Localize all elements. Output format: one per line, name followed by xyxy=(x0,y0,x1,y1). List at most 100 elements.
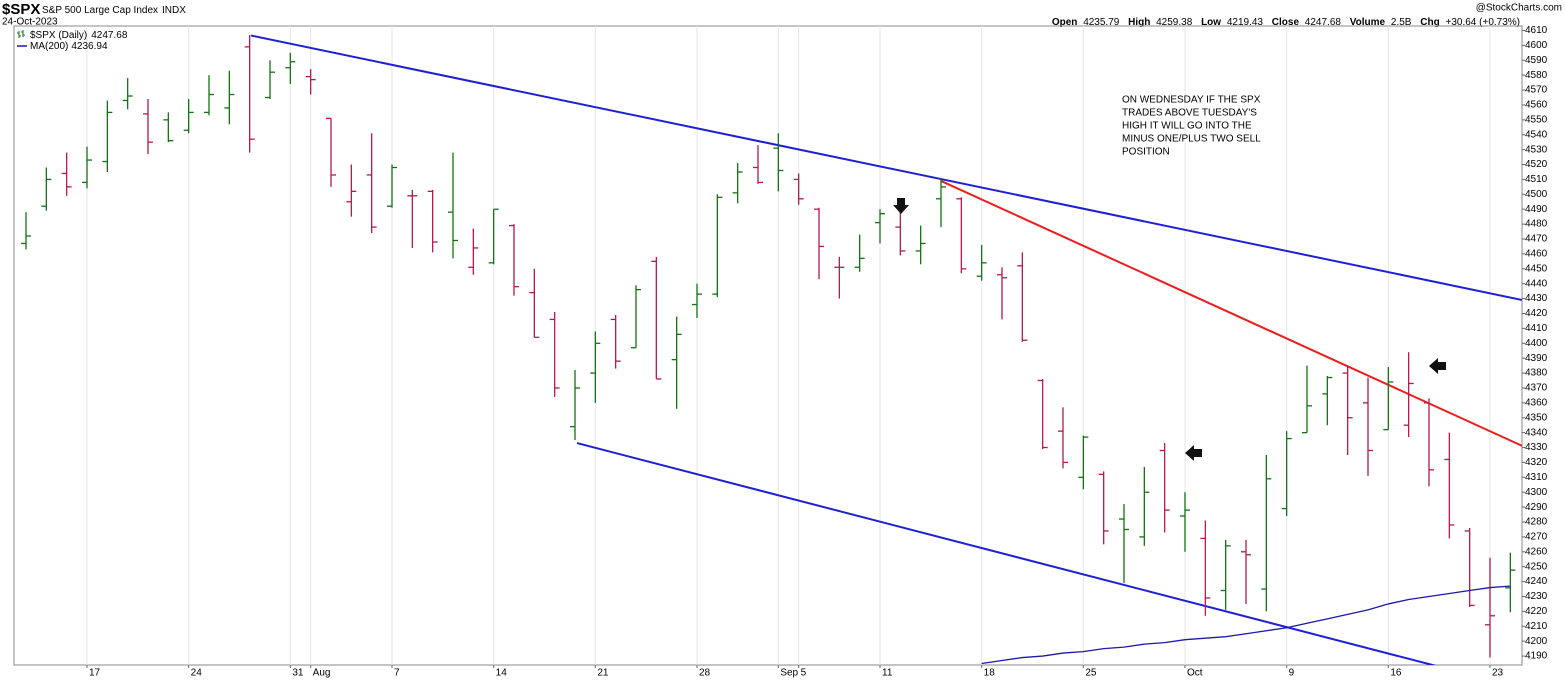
y-tick-label: 4610 xyxy=(1525,25,1548,36)
y-tick-label: 4200 xyxy=(1525,636,1548,647)
y-tick-label: 4380 xyxy=(1525,368,1548,379)
x-tick-label: 21 xyxy=(597,668,609,679)
y-tick-label: 4490 xyxy=(1525,204,1548,215)
y-tick-label: 4300 xyxy=(1525,487,1548,498)
y-tick-label: 4540 xyxy=(1525,129,1548,140)
quote-label: Low xyxy=(1201,17,1221,28)
x-tick-label: 17 xyxy=(89,668,101,679)
date: 24-Oct-2023 xyxy=(2,17,58,28)
arrow xyxy=(893,198,909,214)
y-tick-label: 4600 xyxy=(1525,40,1548,51)
x-tick-label: Oct xyxy=(1187,668,1203,679)
y-tick-label: 4190 xyxy=(1525,651,1548,662)
y-tick-label: 4230 xyxy=(1525,591,1548,602)
plot-frame xyxy=(13,25,1523,666)
quote-value: 4259.38 xyxy=(1156,17,1193,28)
y-tick-label: 4430 xyxy=(1525,293,1548,304)
trendline xyxy=(940,179,1522,447)
y-tick-label: 4350 xyxy=(1525,412,1548,423)
legend-entry: $SPX (Daily) 4247.68 xyxy=(30,30,128,41)
x-tick-label: Aug xyxy=(313,668,331,679)
y-tick-label: 4400 xyxy=(1525,338,1548,349)
title: S&P 500 Large Cap Index INDX xyxy=(42,5,186,16)
y-tick-label: 4220 xyxy=(1525,606,1548,617)
quote-value: 4247.68 xyxy=(1305,17,1342,28)
arrow xyxy=(1429,358,1446,374)
x-tick-label: 28 xyxy=(699,668,711,679)
y-tick-label: 4410 xyxy=(1525,323,1548,334)
legend-value: 4236.94 xyxy=(71,41,108,52)
x-tick-label: 14 xyxy=(496,668,508,679)
title-text: S&P 500 Large Cap Index xyxy=(42,5,158,16)
y-tick-label: 4260 xyxy=(1525,546,1548,557)
quote-value: 4235.79 xyxy=(1083,17,1120,28)
annotation: TRADES ABOVE TUESDAY'S xyxy=(1122,108,1257,119)
y-tick-label: 4280 xyxy=(1525,517,1548,528)
y-tick-label: 4520 xyxy=(1525,159,1548,170)
y-tick-label: 4240 xyxy=(1525,576,1548,587)
y-tick-label: 4500 xyxy=(1525,189,1548,200)
y-tick-label: 4450 xyxy=(1525,263,1548,274)
y-tick-label: 4470 xyxy=(1525,234,1548,245)
y-tick-label: 4210 xyxy=(1525,621,1548,632)
annotation: MINUS ONE/PLUS TWO SELL xyxy=(1122,134,1261,145)
legend-icon xyxy=(17,30,25,38)
quote-value: +30.64 (+0.73%) xyxy=(1446,17,1521,28)
x-tick-label: 24 xyxy=(191,668,203,679)
x-tick-label: 5 xyxy=(801,668,807,679)
symbol: $SPX xyxy=(2,1,40,18)
y-tick-label: 4550 xyxy=(1525,114,1548,125)
quote-label: Chg xyxy=(1420,17,1439,28)
quote-label: Open xyxy=(1052,17,1078,28)
y-tick-label: 4320 xyxy=(1525,457,1548,468)
quote-value: 2.5B xyxy=(1391,17,1412,28)
y-tick-label: 4250 xyxy=(1525,561,1548,572)
y-tick-label: 4570 xyxy=(1525,85,1548,96)
grid xyxy=(86,26,1491,665)
x-tick-label: Sep xyxy=(780,668,798,679)
plot-area xyxy=(21,34,1522,665)
x-tick-label: 16 xyxy=(1390,668,1402,679)
y-tick-label: 4390 xyxy=(1525,353,1548,364)
y-tick-label: 4440 xyxy=(1525,278,1548,289)
y-tick-label: 4270 xyxy=(1525,532,1548,543)
y-tick-label: 4580 xyxy=(1525,70,1548,81)
y-tick-label: 4290 xyxy=(1525,502,1548,513)
x-tick-label: 25 xyxy=(1085,668,1097,679)
y-tick-label: 4460 xyxy=(1525,249,1548,260)
quote-label: Close xyxy=(1272,17,1300,28)
axes: 4190 4200 4210 4220 4230 4240 4250 4260 4270 4280… xyxy=(86,25,1548,679)
y-tick-label: 4330 xyxy=(1525,442,1548,453)
x-tick-label: 11 xyxy=(882,668,893,679)
y-tick-label: 4370 xyxy=(1525,383,1548,394)
legend-label: MA(200) xyxy=(30,41,68,52)
x-tick-label: 23 xyxy=(1492,668,1504,679)
legend-value: 4247.68 xyxy=(91,30,128,41)
legend-entry: MA(200) 4236.94 xyxy=(30,41,108,52)
exchange: INDX xyxy=(162,5,186,16)
quote-label: High xyxy=(1128,17,1150,28)
annotation: POSITION xyxy=(1122,147,1170,158)
source: @StockCharts.com xyxy=(1476,3,1562,14)
trendline xyxy=(250,34,1522,301)
y-tick-label: 4310 xyxy=(1525,472,1548,483)
annotation: ON WEDNESDAY IF THE SPX xyxy=(1122,95,1261,106)
y-tick-label: 4480 xyxy=(1525,219,1548,230)
arrow xyxy=(1185,445,1202,461)
y-tick-label: 4420 xyxy=(1525,308,1548,319)
ma-line xyxy=(981,585,1511,665)
x-tick-label: 9 xyxy=(1289,668,1295,679)
x-tick-label: 7 xyxy=(394,668,400,679)
x-tick-label: 31 xyxy=(292,668,304,679)
annotation: HIGH IT WILL GO INTO THE xyxy=(1122,121,1252,132)
quote: Open 4235.79 High 4259.38 Low 4219.43 Cl… xyxy=(1052,17,1520,28)
legend: $SPX (Daily) 4247.68 MA(200) 4236.94 xyxy=(17,30,128,52)
x-tick-label: 18 xyxy=(984,668,996,679)
y-tick-label: 4560 xyxy=(1525,100,1548,111)
trendline xyxy=(576,442,1437,665)
y-tick-label: 4340 xyxy=(1525,427,1548,438)
y-tick-label: 4360 xyxy=(1525,397,1548,408)
